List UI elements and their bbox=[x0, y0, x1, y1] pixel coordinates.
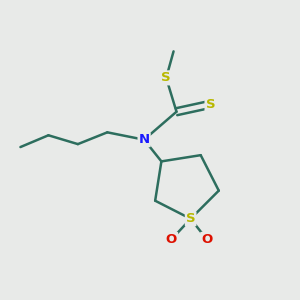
Text: S: S bbox=[186, 212, 195, 225]
Text: O: O bbox=[166, 233, 177, 246]
Text: N: N bbox=[139, 133, 150, 146]
Text: S: S bbox=[161, 71, 171, 84]
Text: S: S bbox=[206, 98, 215, 111]
Text: O: O bbox=[201, 233, 212, 246]
